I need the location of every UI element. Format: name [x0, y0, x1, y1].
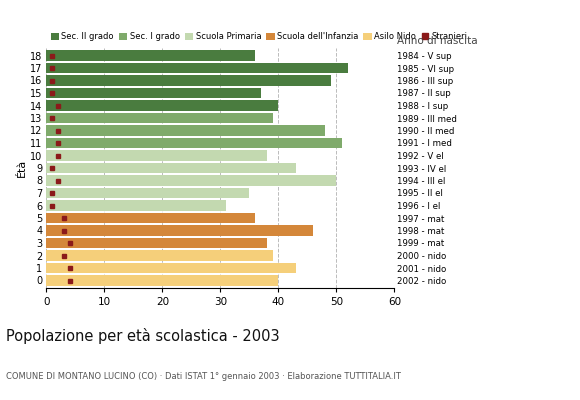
Bar — [46, 250, 273, 261]
Bar — [46, 150, 267, 161]
Text: COMUNE DI MONTANO LUCINO (CO) · Dati ISTAT 1° gennaio 2003 · Elaborazione TUTTIT: COMUNE DI MONTANO LUCINO (CO) · Dati IST… — [6, 372, 401, 381]
Bar — [46, 88, 261, 98]
Text: Popolazione per età scolastica - 2003: Popolazione per età scolastica - 2003 — [6, 328, 280, 344]
Bar — [46, 63, 348, 73]
Bar — [46, 175, 336, 186]
Bar — [46, 213, 255, 223]
Bar — [46, 238, 267, 248]
Bar — [46, 225, 313, 236]
Bar — [46, 138, 342, 148]
Bar — [46, 75, 331, 86]
Bar — [46, 188, 249, 198]
Bar — [46, 163, 296, 173]
Legend: Sec. II grado, Sec. I grado, Scuola Primaria, Scuola dell'Infanzia, Asilo Nido, : Sec. II grado, Sec. I grado, Scuola Prim… — [50, 32, 468, 42]
Bar — [46, 125, 325, 136]
Text: Anno di nascita: Anno di nascita — [397, 36, 478, 46]
Bar — [46, 113, 273, 123]
Bar — [46, 275, 278, 286]
Bar — [46, 200, 226, 211]
Y-axis label: Étà: Étà — [17, 159, 27, 177]
Bar — [46, 263, 296, 273]
Bar — [46, 100, 278, 111]
Bar — [46, 50, 255, 61]
